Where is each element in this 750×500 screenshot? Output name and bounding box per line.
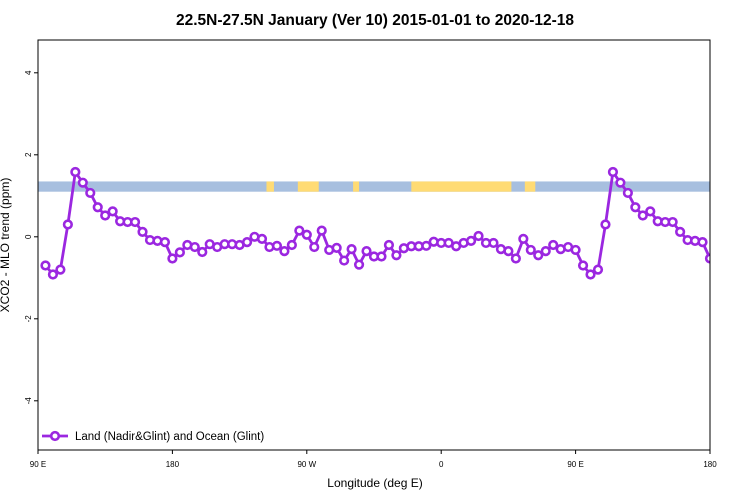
y-tick-label: -4 [24, 397, 33, 405]
data-point [585, 269, 596, 280]
data-point [615, 177, 626, 188]
y-axis: 4 2 0 -2 -4 [24, 70, 38, 404]
data-point [518, 233, 529, 244]
data-point [465, 235, 477, 246]
x-tick-label: 180 [166, 460, 180, 469]
data-point [339, 255, 350, 266]
data-point [137, 226, 148, 237]
data-point [271, 240, 283, 251]
data-point [279, 246, 290, 257]
x-tick-label: 90 W [297, 460, 316, 469]
x-axis: 90 E 180 90 W 0 90 E 180 [30, 450, 717, 469]
data-point [77, 177, 88, 188]
data-point [548, 239, 559, 251]
data-point [637, 210, 648, 221]
data-point [286, 239, 297, 251]
x-tick-label: 90 E [30, 460, 46, 469]
y-tick-label: 4 [24, 70, 33, 75]
data-point [189, 241, 200, 253]
data-point [174, 247, 185, 258]
y-tick-label: 2 [24, 152, 33, 157]
y-tick-label: 0 [24, 234, 33, 239]
data-point [473, 230, 484, 242]
series-points [40, 166, 710, 280]
data-point [577, 260, 589, 271]
data-point [62, 219, 73, 230]
data-point [301, 229, 312, 240]
data-point [704, 253, 710, 264]
data-point [421, 240, 432, 251]
data-point [607, 166, 619, 178]
data-point [85, 187, 96, 199]
data-point [376, 251, 387, 262]
data-point [316, 225, 327, 236]
data-point [645, 206, 656, 217]
data-point [331, 242, 342, 253]
data-point [107, 206, 118, 217]
data-point [40, 260, 51, 271]
x-axis-label: Longitude (deg E) [327, 476, 422, 490]
land-segment [411, 181, 512, 192]
land-segment [353, 181, 360, 192]
land-segment [266, 181, 274, 192]
y-tick-label: -2 [24, 315, 33, 323]
data-point [55, 264, 66, 275]
y-axis-label: XCO2 - MLO trend (ppm) [0, 178, 12, 313]
data-point [630, 202, 641, 213]
ocean-band [38, 181, 710, 192]
series-layer [40, 166, 710, 280]
data-point [600, 219, 611, 230]
data-point [533, 250, 544, 261]
data-point [697, 237, 708, 248]
x-tick-label: 90 E [567, 460, 583, 469]
data-point [525, 244, 536, 256]
data-point [129, 216, 141, 228]
data-point [100, 210, 111, 221]
data-point [256, 233, 268, 244]
data-point [503, 246, 514, 257]
data-point [383, 239, 395, 251]
land-segment [524, 181, 536, 192]
plot-frame [37, 39, 711, 451]
data-point [159, 237, 171, 248]
data-point [294, 225, 305, 236]
legend-marker-swatch [49, 430, 61, 442]
data-point [70, 166, 81, 178]
data-point [570, 244, 581, 256]
data-point [675, 226, 686, 237]
data-point [510, 253, 521, 264]
data-point [540, 246, 551, 257]
data-point [92, 202, 103, 213]
data-point [391, 250, 402, 261]
data-point [197, 246, 208, 258]
legend: Land (Nadir&Glint) and Ocean (Glint) [42, 430, 264, 443]
data-point [592, 264, 604, 275]
data-point [361, 246, 372, 257]
data-point [622, 187, 633, 199]
data-point [241, 237, 253, 248]
data-point [346, 244, 357, 255]
data-point [488, 237, 499, 249]
data-point [667, 216, 678, 228]
x-tick-label: 0 [439, 460, 444, 469]
data-point [167, 253, 178, 264]
x-tick-label: 180 [703, 460, 717, 469]
legend-label: Land (Nadir&Glint) and Ocean (Glint) [75, 431, 264, 443]
data-point [353, 259, 365, 270]
land-segment [297, 181, 319, 192]
data-point [309, 241, 320, 253]
chart-title: 22.5N-27.5N January (Ver 10) 2015-01-01 … [176, 12, 574, 29]
data-point [47, 269, 59, 280]
land-ocean-band [38, 181, 710, 192]
